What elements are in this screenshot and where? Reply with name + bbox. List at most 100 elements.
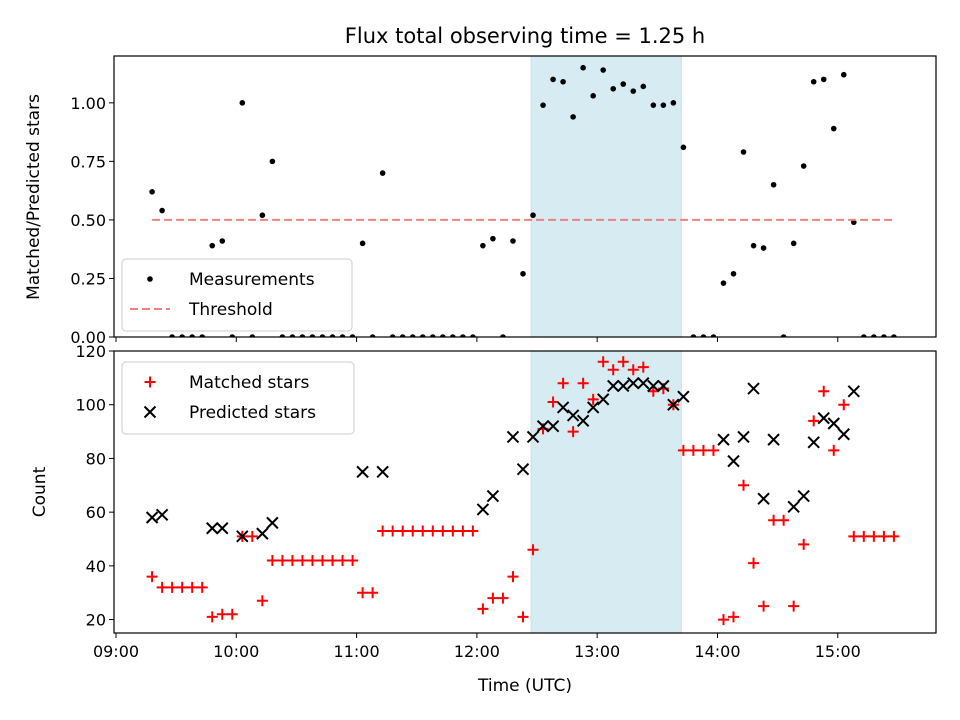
- measurement-point: [299, 334, 306, 337]
- measurement-point: [159, 207, 165, 214]
- predicted-star-point: [657, 379, 670, 393]
- measurement-point: [820, 76, 827, 83]
- predicted-star-point: [837, 428, 850, 441]
- predicted-star-point: [827, 417, 840, 430]
- measurement-point: [319, 334, 326, 337]
- matched-star-point: [387, 525, 399, 537]
- predicted-star-point: [596, 393, 610, 406]
- matched-star-point: [798, 538, 810, 550]
- x-tick-label: 10:00: [213, 642, 259, 661]
- predicted-star-point: [747, 382, 760, 395]
- x-tick-label: 14:00: [694, 642, 740, 661]
- matched-star-point: [808, 415, 820, 427]
- measurement-point: [710, 334, 717, 337]
- measurement-point: [359, 240, 366, 247]
- matched-star-point: [407, 525, 419, 537]
- matched-star-point: [517, 611, 529, 623]
- predicted-star-point: [767, 433, 780, 446]
- predicted-star-point: [717, 433, 730, 446]
- x-tick-label: 09:00: [93, 642, 139, 661]
- matched-star-point: [276, 554, 288, 566]
- y-tick-label: 120: [75, 342, 106, 361]
- series-group: [145, 356, 900, 626]
- matched-star-point: [357, 587, 369, 599]
- measurement-point: [269, 158, 276, 165]
- measurement-point: [830, 125, 837, 132]
- measurement-point: [189, 334, 195, 337]
- matched-star-point: [707, 444, 719, 456]
- measurement-point: [239, 100, 246, 106]
- measurement-point: [490, 235, 496, 242]
- matched-star-point: [286, 554, 298, 566]
- matched-star-point: [557, 377, 569, 389]
- predicted-star-point: [236, 530, 249, 543]
- measurement-point: [510, 238, 516, 244]
- measurement-point: [760, 245, 767, 251]
- predicted-star-point: [145, 511, 159, 524]
- y-tick-label: 0.00: [70, 328, 106, 347]
- measurement-point: [480, 242, 486, 249]
- predicted-star-point: [206, 522, 219, 535]
- matched-star-point: [778, 514, 790, 526]
- matched-star-point: [206, 611, 218, 623]
- predicted-star-point: [727, 454, 740, 468]
- bottom-legend: Matched stars Predicted stars: [121, 361, 355, 435]
- matched-star-point: [226, 608, 238, 620]
- y-tick-label: 100: [75, 396, 106, 415]
- matched-star-point: [828, 444, 840, 456]
- predicted-star-point: [546, 419, 560, 433]
- measurement-point: [750, 242, 757, 249]
- matched-star-point: [176, 581, 188, 593]
- measurement-point: [450, 334, 456, 337]
- matched-star-point: [367, 587, 379, 599]
- bottom-plot-area: 20 40 60 80 100 120 09:00 10:00 11:00 12:00 13:00 1…: [75, 342, 937, 661]
- matched-star-point: [477, 603, 489, 615]
- legend-label: Predicted stars: [189, 403, 316, 423]
- predicted-star-point: [506, 430, 520, 444]
- measurement-point: [861, 334, 867, 337]
- measurement-point: [660, 102, 667, 108]
- y-tick-label: 0.25: [70, 269, 106, 288]
- top-plot-area: 0.00 0.25 0.50 0.75 1.00: [70, 55, 937, 347]
- matched-star-point: [728, 611, 740, 623]
- measurement-point: [670, 100, 677, 106]
- predicted-star-point: [797, 489, 810, 503]
- predicted-star-point: [807, 436, 820, 449]
- matched-star-point: [266, 554, 278, 566]
- measurement-point: [881, 334, 887, 337]
- matched-star-point: [377, 525, 389, 537]
- measurement-point: [249, 334, 256, 337]
- measurement-point: [329, 334, 336, 337]
- x-tick-label: 13:00: [574, 642, 620, 661]
- measurement-point: [680, 144, 687, 151]
- measurement-point: [209, 242, 216, 249]
- y-tick-label: 20: [86, 611, 106, 630]
- matched-star-point: [296, 554, 308, 566]
- predicted-star-point: [647, 379, 660, 393]
- predicted-star-point: [817, 411, 830, 425]
- top-y-axis-label: Matched/Predicted stars: [24, 94, 44, 300]
- matched-star-point: [627, 364, 639, 376]
- matched-star-point: [447, 525, 459, 537]
- measurement-point: [871, 334, 877, 337]
- matched-star-point: [637, 361, 649, 373]
- measurement-point: [169, 334, 175, 337]
- measurement-point: [470, 334, 476, 337]
- matched-star-point: [256, 595, 268, 607]
- measurement-point: [179, 334, 185, 337]
- matched-star-point: [347, 554, 359, 566]
- matched-star-point: [858, 530, 870, 542]
- measurement-point: [580, 64, 586, 71]
- matched-star-point: [878, 530, 890, 542]
- bottom-y-axis-label: Count: [30, 466, 50, 517]
- predicted-star-point: [637, 377, 650, 390]
- series-group: [149, 64, 897, 337]
- legend-measurement-swatch: [147, 276, 153, 282]
- y-tick-label: 0.75: [70, 152, 106, 171]
- matched-star-point: [196, 581, 208, 593]
- measurement-point: [309, 334, 316, 337]
- measurement-point: [229, 334, 236, 337]
- predicted-star-point: [266, 516, 279, 530]
- predicted-star-point: [516, 462, 530, 476]
